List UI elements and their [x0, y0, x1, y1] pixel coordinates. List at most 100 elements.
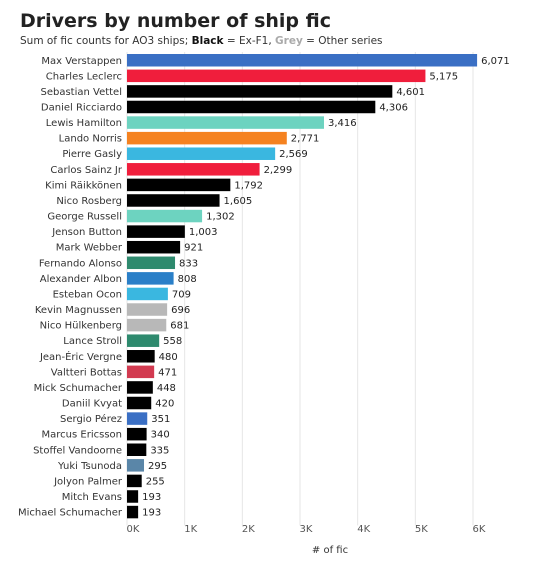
value-label: 5,175 — [429, 71, 458, 82]
category-label: Lewis Hamilton — [46, 118, 122, 129]
chart-subtitle: Sum of fic counts for AO3 ships; Black =… — [20, 35, 383, 47]
category-label: Michael Schumacher — [18, 508, 123, 519]
bar — [127, 85, 393, 98]
category-label: Esteban Ocon — [53, 289, 122, 300]
value-label: 808 — [178, 274, 197, 285]
bar — [127, 54, 478, 67]
category-label: George Russell — [47, 212, 122, 223]
x-tick-label: 1K — [184, 524, 197, 535]
subtitle-black-word: Black — [191, 35, 224, 47]
category-label: Mitch Evans — [62, 492, 122, 503]
category-label: Mark Webber — [56, 243, 123, 254]
bar — [127, 225, 185, 238]
bar — [127, 163, 260, 176]
x-tick-label: 6K — [473, 524, 486, 535]
value-label: 1,003 — [189, 227, 218, 238]
value-label: 193 — [142, 492, 161, 503]
bar — [127, 100, 376, 114]
bar — [127, 194, 220, 207]
subtitle-grey-word: Grey — [275, 35, 303, 47]
value-label: 4,601 — [396, 87, 425, 98]
category-label: Lando Norris — [59, 134, 122, 145]
bar — [127, 381, 153, 394]
value-label: 921 — [184, 243, 203, 254]
category-label: Charles Leclerc — [46, 71, 122, 82]
bar — [127, 272, 174, 285]
category-label: Sergio Pérez — [60, 413, 122, 425]
value-label: 3,416 — [328, 118, 357, 129]
bar — [127, 303, 168, 316]
bar — [127, 365, 155, 379]
x-tick-label: 3K — [300, 524, 313, 535]
category-label: Jolyon Palmer — [53, 476, 123, 487]
category-label: Pierre Gasly — [62, 149, 122, 160]
bar — [127, 69, 426, 83]
value-label: 193 — [142, 508, 161, 519]
category-label: Daniel Ricciardo — [41, 102, 122, 113]
subtitle-middle: = Ex-F1, — [223, 35, 276, 47]
bar — [127, 443, 147, 456]
category-label: Lance Stroll — [63, 336, 122, 347]
category-label: Kevin Magnussen — [35, 305, 122, 316]
value-label: 335 — [150, 445, 169, 456]
value-label: 1,302 — [206, 212, 235, 223]
x-tick-label: 4K — [357, 524, 370, 535]
subtitle-prefix: Sum of fic counts for AO3 ships; — [20, 35, 192, 47]
bar — [127, 256, 176, 270]
category-label: Stoffel Vandoorne — [33, 445, 122, 456]
value-label: 480 — [159, 352, 178, 363]
bar — [127, 209, 203, 223]
category-label: Marcus Ericsson — [42, 430, 122, 441]
bar — [127, 287, 168, 301]
value-label: 2,299 — [264, 165, 293, 176]
value-label: 2,569 — [279, 149, 308, 160]
category-label: Yuki Tsunoda — [57, 461, 122, 472]
value-label: 471 — [158, 367, 177, 378]
bar — [127, 147, 276, 160]
bar — [127, 505, 139, 519]
value-label: 255 — [146, 476, 165, 487]
category-label: Fernando Alonso — [39, 258, 122, 269]
bar — [127, 396, 152, 410]
x-tick-label: 0K — [127, 524, 140, 535]
category-label: Carlos Sainz Jr — [50, 165, 122, 176]
category-label: Max Verstappen — [41, 56, 122, 67]
category-label: Daniil Kvyat — [62, 399, 122, 410]
value-label: 1,792 — [234, 180, 263, 191]
bar — [127, 427, 147, 441]
value-label: 351 — [151, 414, 170, 425]
bar — [127, 459, 145, 472]
bar — [127, 412, 148, 425]
x-tick-label: 2K — [242, 524, 255, 535]
bar — [127, 131, 287, 145]
x-tick-label: 5K — [415, 524, 428, 535]
category-label: Jean-Éric Vergne — [39, 350, 122, 363]
category-label: Jenson Button — [51, 227, 122, 238]
value-label: 833 — [179, 258, 198, 269]
category-label: Kimi Räikkönen — [45, 180, 122, 191]
bar — [127, 178, 231, 192]
bar — [127, 334, 160, 347]
bar — [127, 240, 181, 254]
value-label: 709 — [172, 289, 191, 300]
value-label: 4,306 — [379, 102, 408, 113]
bar — [127, 318, 167, 332]
value-label: 340 — [151, 430, 170, 441]
category-label: Valtteri Bottas — [51, 367, 122, 378]
bar — [127, 116, 324, 129]
chart-title: Drivers by number of ship fic — [20, 10, 331, 32]
value-label: 2,771 — [291, 134, 320, 145]
value-label: 295 — [148, 461, 167, 472]
value-label: 6,071 — [481, 56, 510, 67]
value-label: 681 — [170, 321, 189, 332]
category-label: Mick Schumacher — [34, 383, 123, 394]
value-label: 448 — [157, 383, 176, 394]
category-label: Sebastian Vettel — [40, 87, 122, 98]
bar — [127, 350, 155, 363]
category-label: Nico Hülkenberg — [40, 321, 122, 332]
category-label: Alexander Albon — [40, 274, 122, 285]
bar — [127, 490, 139, 503]
x-axis-title: # of fic — [312, 545, 348, 556]
value-label: 696 — [171, 305, 190, 316]
